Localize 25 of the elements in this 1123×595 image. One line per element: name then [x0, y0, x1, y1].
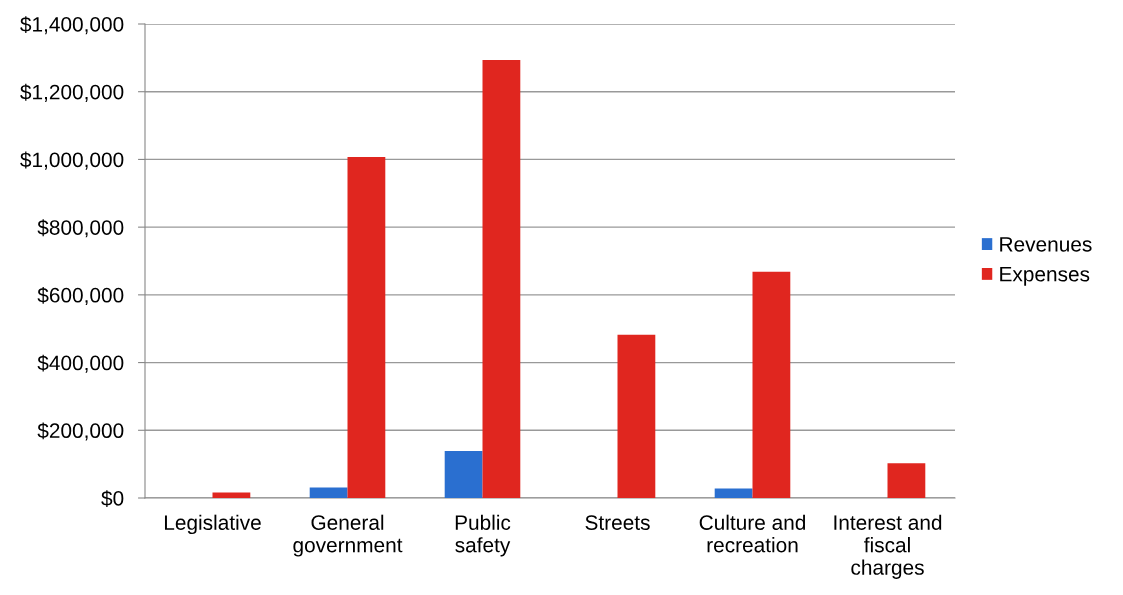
y-tick-label: $1,400,000 — [20, 16, 124, 35]
bar — [212, 492, 251, 498]
bar — [617, 334, 656, 498]
x-tick-label: Culture and recreation — [699, 514, 806, 553]
legend-label: Revenues — [1000, 237, 1092, 252]
bar — [347, 157, 386, 498]
bar — [887, 463, 926, 498]
x-tick-label: Legislative — [164, 514, 261, 535]
y-tick-label: $1,000,000 — [20, 151, 124, 170]
y-tick-label: $1,200,000 — [20, 83, 124, 102]
y-tick-label: $0 — [101, 490, 124, 507]
y-tick-label: $200,000 — [37, 422, 124, 441]
x-tick-label: General government — [293, 514, 403, 557]
bar — [752, 271, 791, 498]
x-tick-label: Public safety — [455, 514, 511, 557]
bar — [309, 487, 348, 498]
x-tick-label: Streets — [585, 515, 650, 530]
legend-label: Expenses — [1000, 266, 1090, 286]
bar — [482, 59, 521, 498]
y-tick-label: $400,000 — [37, 354, 124, 373]
x-tick-label: Interest and fiscal charges — [834, 514, 942, 579]
bar — [444, 450, 483, 498]
y-tick-label: $600,000 — [37, 286, 124, 306]
bar — [714, 488, 753, 498]
y-tick-label: $800,000 — [37, 219, 124, 238]
